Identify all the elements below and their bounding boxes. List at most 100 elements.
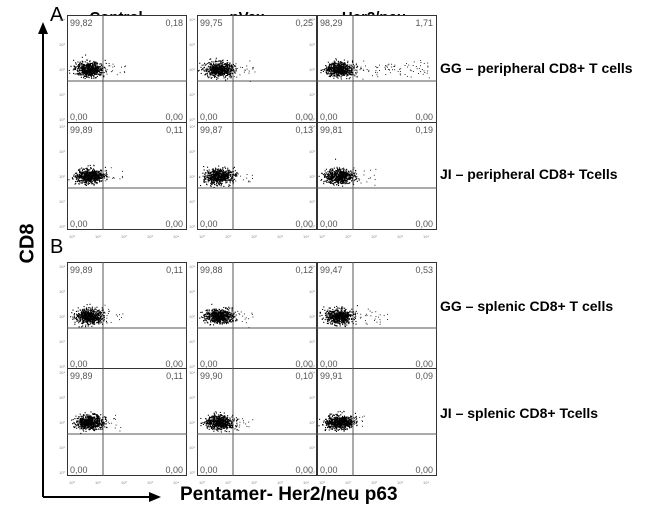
quadrant-value-upper-right: 0,25 (295, 18, 313, 28)
quadrant-value-lower-right: 0,00 (415, 112, 433, 122)
quadrant-value-upper-right: 0,53 (415, 265, 433, 275)
y-tick-label: 10² (309, 174, 315, 179)
event-cloud (199, 165, 253, 188)
y-tick-label: 10³ (309, 395, 315, 400)
quadrant-plot-r3-her2neu: 99,470,530,000,0010⁰10¹10²10³10⁴10⁰10¹10… (309, 262, 437, 379)
panel-letter-b: B (50, 236, 64, 258)
y-tick-label: 10¹ (59, 339, 65, 344)
quadrant-value-upper-right: 0,19 (415, 125, 433, 135)
quadrant-value-lower-left: 0,00 (70, 359, 88, 369)
y-tick-label: 10² (309, 67, 315, 72)
y-tick-label: 10² (189, 420, 195, 425)
quadrant-value-upper-left: 99,81 (320, 125, 343, 135)
y-tick-label: 10² (189, 67, 195, 72)
quadrant-value-lower-right: 0,00 (295, 219, 313, 229)
y-tick-label: 10⁴ (309, 370, 315, 375)
y-tick-label: 10³ (189, 289, 195, 294)
y-tick-label: 10⁴ (59, 124, 65, 129)
quadrant-value-lower-right: 0,00 (295, 359, 313, 369)
quadrant-value-lower-left: 0,00 (200, 359, 218, 369)
quadrant-value-lower-right: 0,00 (165, 219, 183, 229)
event-cloud (68, 54, 126, 80)
quadrant-value-lower-left: 0,00 (200, 219, 218, 229)
quadrant-plot-r3-pvax: 99,880,120,000,0010⁰10¹10²10³10⁴10⁰10¹10… (189, 262, 317, 379)
plot-frame (67, 15, 187, 123)
y-tick-label: 10¹ (309, 199, 315, 204)
y-tick-label: 10⁰ (59, 470, 65, 475)
quadrant-value-upper-right: 0,11 (166, 265, 183, 275)
x-tick-label: 10¹ (95, 480, 101, 485)
x-tick-label: 10¹ (345, 480, 351, 485)
x-tick-label: 10⁴ (423, 234, 429, 239)
y-tick-label: 10⁰ (189, 470, 195, 475)
x-tick-label: 10² (371, 234, 377, 239)
y-tick-label: 10¹ (189, 92, 195, 97)
x-tick-label: 10⁴ (173, 234, 179, 239)
x-tick-label: 10² (121, 234, 127, 239)
row-label-1: GG – peripheral CD8+ T cells (440, 60, 633, 76)
y-tick-label: 10⁰ (59, 224, 65, 229)
quadrant-value-upper-left: 99,89 (70, 371, 93, 381)
quadrant-value-lower-left: 0,00 (70, 219, 88, 229)
quadrant-plot-r3-control: 99,890,110,000,0010⁰10¹10²10³10⁴10⁰10¹10… (59, 262, 187, 379)
y-tick-label: 10² (189, 314, 195, 319)
y-tick-label: 10⁴ (59, 264, 65, 269)
x-tick-label: 10⁰ (69, 480, 75, 485)
quadrant-plot-r1-control: 99,820,180,000,0010⁰10¹10²10³10⁴10⁰10¹10… (59, 15, 187, 132)
quadrant-value-upper-right: 0,13 (295, 125, 313, 135)
y-tick-label: 10¹ (189, 199, 195, 204)
y-tick-label: 10⁴ (59, 370, 65, 375)
y-tick-label: 10⁴ (189, 124, 195, 129)
y-tick-label: 10¹ (309, 339, 315, 344)
y-tick-label: 10¹ (59, 445, 65, 450)
quadrant-value-upper-left: 99,91 (320, 371, 343, 381)
quadrant-value-upper-right: 0,11 (166, 371, 183, 381)
event-cloud (70, 303, 124, 328)
quadrant-value-upper-left: 99,90 (200, 371, 223, 381)
event-cloud (198, 57, 256, 82)
y-tick-label: 10¹ (59, 92, 65, 97)
x-tick-label: 10³ (277, 480, 283, 485)
y-tick-label: 10⁴ (189, 17, 195, 22)
y-tick-label: 10⁰ (309, 470, 315, 475)
quadrant-value-upper-left: 98,29 (320, 18, 343, 28)
quadrant-value-lower-right: 0,00 (415, 219, 433, 229)
quadrant-plot-r1-her2neu: 98,291,710,000,0010⁰10¹10²10³10⁴10⁰10¹10… (309, 15, 437, 132)
y-tick-label: 10⁰ (189, 224, 195, 229)
quadrant-value-lower-right: 0,00 (295, 465, 313, 475)
y-tick-label: 10³ (309, 42, 315, 47)
quadrant-value-lower-left: 0,00 (320, 219, 338, 229)
quadrant-value-upper-left: 99,82 (70, 18, 93, 28)
quadrant-value-upper-right: 0,11 (166, 125, 183, 135)
y-tick-label: 10¹ (189, 445, 195, 450)
x-tick-label: 10⁴ (173, 480, 179, 485)
y-tick-label: 10⁰ (309, 364, 315, 369)
x-tick-label: 10³ (147, 234, 153, 239)
y-tick-label: 10⁰ (309, 117, 315, 122)
y-tick-label: 10⁰ (309, 224, 315, 229)
quadrant-plot-r2-control: 99,89 0,11 0,00 0,00 10⁰ 10¹ 10² 10³ 10⁴ 10⁰ 10¹ 10… (59, 122, 187, 239)
quadrant-value-lower-right: 0,00 (295, 112, 313, 122)
row-label-3: GG – splenic CD8+ T cells (440, 298, 614, 314)
x-tick-label: 10² (121, 480, 127, 485)
x-tick-label: 10² (251, 234, 257, 239)
x-tick-label: 10⁴ (423, 480, 429, 485)
quadrant-plot-r2-her2neu: 99,81 0,19 0,00 0,00 10⁰ 10¹ 10² 10³ 10⁴ 10⁰ 10¹ 10… (309, 122, 437, 239)
y-tick-label: 10³ (309, 149, 315, 154)
y-tick-label: 10³ (309, 289, 315, 294)
x-tick-label: 10¹ (225, 234, 231, 239)
y-tick-label: 10⁴ (309, 264, 315, 269)
plot-frame (317, 122, 437, 230)
quadrant-plot-r4-control: 99,89 0,11 0,00 0,00 10⁰ 10¹ 10² 10³ 10⁴ 10⁰ 10¹ 10… (59, 368, 187, 485)
y-tick-label: 10² (59, 420, 65, 425)
event-cloud (320, 58, 430, 80)
y-tick-label: 10⁴ (309, 17, 315, 22)
quadrant-value-upper-right: 0,12 (295, 265, 313, 275)
event-cloud (71, 411, 122, 434)
y-tick-label: 10³ (59, 289, 65, 294)
y-tick-label: 10³ (59, 42, 65, 47)
quadrant-value-upper-left: 99,87 (200, 125, 223, 135)
